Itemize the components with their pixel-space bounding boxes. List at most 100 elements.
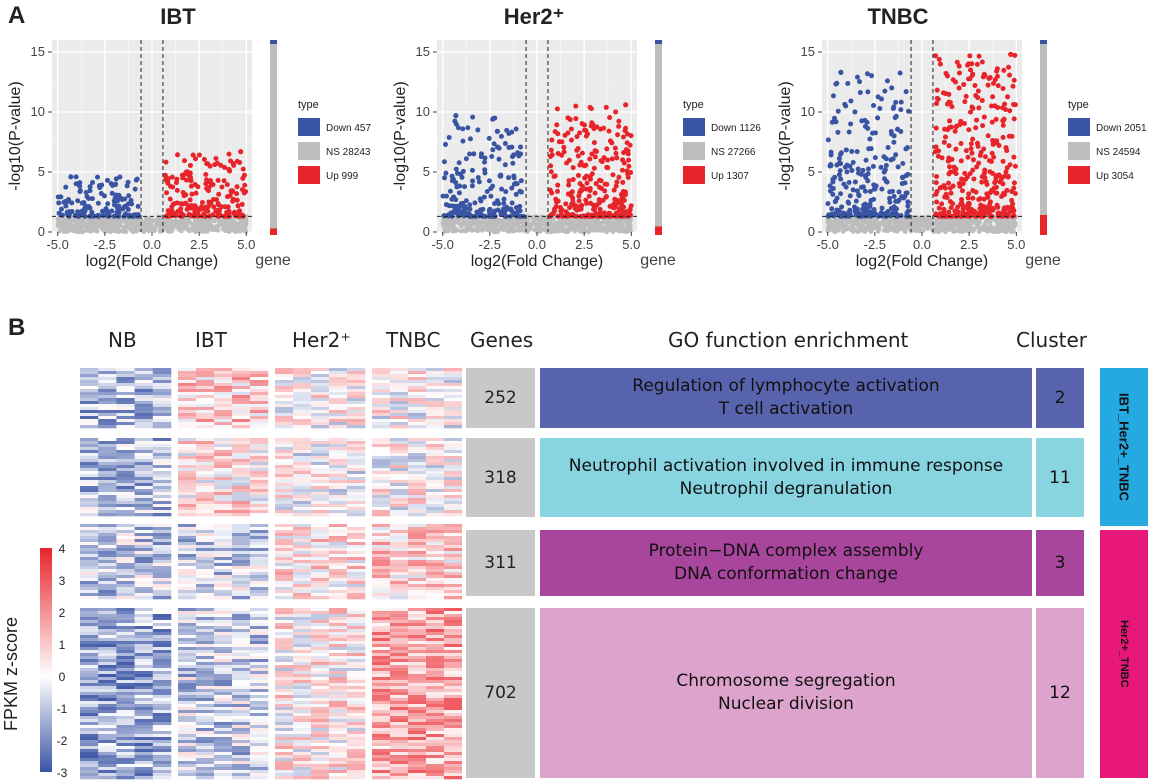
heatmap-cell bbox=[250, 386, 269, 390]
heatmap-cell bbox=[116, 407, 135, 411]
heatmap-cell bbox=[311, 425, 330, 429]
heatmap-cell bbox=[214, 527, 233, 531]
v1-point-down bbox=[444, 193, 450, 199]
v1-point-ns bbox=[532, 227, 537, 232]
heatmap-cell bbox=[408, 536, 427, 540]
v2-point-down bbox=[905, 171, 911, 177]
v0-point-up bbox=[210, 181, 216, 187]
heatmap-cell bbox=[426, 486, 445, 490]
heatmap-cell bbox=[426, 477, 445, 481]
heatmap-cell bbox=[408, 590, 427, 594]
heatmap-cell bbox=[311, 572, 330, 576]
heatmap-cell bbox=[444, 584, 462, 588]
v1-point-down bbox=[486, 135, 492, 141]
v0-point-up bbox=[215, 177, 221, 183]
v1-point-up bbox=[625, 151, 631, 157]
heatmap-cell bbox=[178, 441, 197, 445]
heatmap-cell bbox=[250, 389, 269, 393]
heatmap-cell bbox=[293, 447, 312, 451]
heatmap-cell bbox=[372, 383, 391, 387]
heatmap-cell bbox=[390, 560, 409, 564]
heatmap-cell bbox=[80, 533, 99, 537]
heatmap-cell bbox=[232, 425, 251, 429]
v2-point-down bbox=[859, 118, 865, 124]
heatmap-cell bbox=[134, 557, 154, 561]
v1-point-down bbox=[442, 175, 448, 181]
heatmap-cell bbox=[134, 392, 154, 396]
v2-point-up bbox=[995, 210, 1001, 216]
v2-point-up bbox=[976, 53, 982, 59]
heatmap-cell bbox=[98, 368, 117, 372]
heatmap-cell bbox=[372, 524, 391, 528]
v1-point-ns bbox=[538, 225, 543, 231]
v2-point-up bbox=[1011, 116, 1017, 122]
v2-legend-swatch-ns bbox=[1068, 142, 1090, 160]
heatmap-cell bbox=[311, 501, 330, 505]
heatmap-cell bbox=[152, 557, 172, 561]
v1-point-ns bbox=[593, 227, 599, 233]
heatmap-cell bbox=[232, 524, 251, 528]
heatmap-cell bbox=[152, 377, 172, 381]
heatmap-cell bbox=[293, 386, 312, 390]
heatmap-cell bbox=[196, 527, 215, 531]
v2-point-down bbox=[836, 155, 842, 161]
heatmap-cell bbox=[390, 510, 409, 514]
heatmap-cell bbox=[347, 527, 366, 531]
heatmap-cell bbox=[275, 557, 294, 561]
v1-point-up bbox=[554, 106, 560, 112]
heatmap-cell bbox=[214, 593, 233, 597]
heatmap-cell bbox=[134, 407, 154, 411]
v1-point-up bbox=[607, 213, 613, 219]
v0-point-up bbox=[187, 162, 193, 168]
heatmap-cell bbox=[250, 501, 269, 505]
v2-point-down bbox=[833, 198, 839, 204]
v0-point-down bbox=[101, 193, 107, 199]
v0-point-down bbox=[117, 174, 123, 180]
heatmap-cell bbox=[250, 468, 269, 472]
heatmap-cell bbox=[426, 533, 445, 537]
v1-point-up bbox=[626, 163, 632, 169]
heatmap-cell bbox=[134, 459, 154, 463]
heatmap-cell bbox=[329, 498, 348, 502]
heatmap-cell bbox=[196, 596, 215, 600]
heatmap-cell bbox=[250, 498, 269, 502]
heatmap-cell bbox=[311, 395, 330, 399]
heatmap-cell bbox=[329, 563, 348, 567]
v0-legend-title: type bbox=[298, 99, 319, 111]
v0-legend-label-up: Up 999 bbox=[326, 171, 359, 182]
heatmap-cell bbox=[214, 374, 233, 378]
heatmap-cell bbox=[293, 401, 312, 405]
v2-point-ns bbox=[868, 225, 873, 231]
v0-point-ns bbox=[220, 226, 226, 232]
v0-point-ns bbox=[57, 224, 62, 229]
heatmap-cell bbox=[444, 407, 462, 411]
heatmap-cell bbox=[444, 566, 462, 570]
v1-point-up bbox=[581, 122, 587, 128]
heatmap-cell bbox=[329, 504, 348, 508]
heatmap-cell bbox=[408, 398, 427, 402]
v2-point-down bbox=[888, 213, 894, 219]
heatmap-cell bbox=[408, 462, 427, 466]
v2-point-up bbox=[948, 205, 954, 211]
heatmap-cell bbox=[372, 450, 391, 454]
v1-point-up bbox=[549, 137, 555, 143]
heatmap-cell bbox=[152, 608, 172, 612]
heatmap-cell bbox=[347, 471, 366, 475]
v1-point-up bbox=[626, 157, 632, 163]
heatmap-cell bbox=[372, 510, 391, 514]
heatmap-cell bbox=[408, 584, 427, 588]
heatmap-cell bbox=[134, 444, 154, 448]
heatmap-cell bbox=[152, 575, 172, 579]
heatmap-cell bbox=[98, 492, 117, 496]
heatmap-cell bbox=[444, 590, 462, 594]
heatmap-cell bbox=[444, 557, 462, 561]
v2-point-down bbox=[879, 186, 885, 192]
heatmap-cell bbox=[311, 590, 330, 594]
v1-point-ns bbox=[586, 219, 591, 225]
v2-xlabel: log2(Fold Change) bbox=[856, 253, 989, 270]
heatmap-cell bbox=[408, 368, 427, 372]
heatmap-cell bbox=[214, 575, 233, 579]
heatmap-cell bbox=[293, 368, 312, 372]
v2-point-up bbox=[990, 94, 996, 100]
v2-point-up bbox=[1003, 169, 1009, 175]
